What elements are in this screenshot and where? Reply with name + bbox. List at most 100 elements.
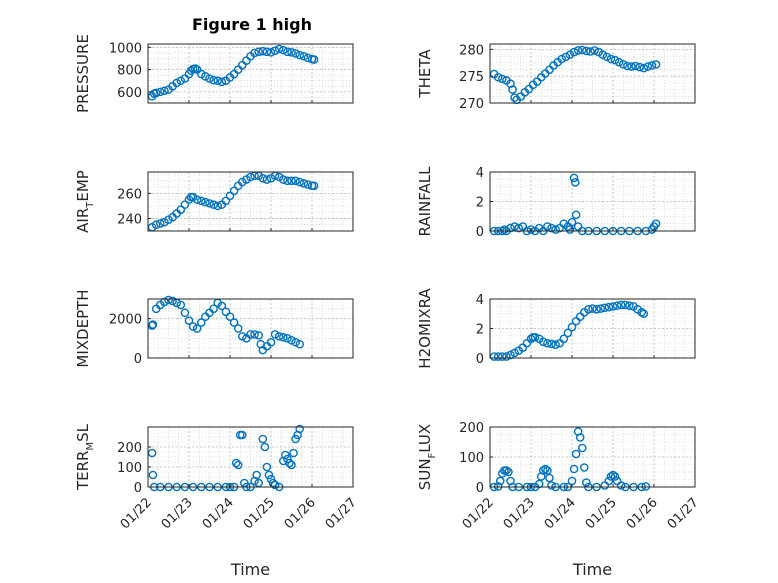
data-point	[285, 458, 294, 468]
data-point	[530, 333, 540, 342]
data-point	[561, 52, 571, 62]
data-point	[260, 442, 270, 452]
data-point	[196, 69, 206, 79]
data-point	[213, 201, 222, 211]
x-tick-label: 01/26	[624, 495, 661, 532]
data-point	[543, 338, 552, 348]
data-point	[233, 324, 243, 333]
data-point	[571, 449, 581, 459]
data-point	[278, 45, 288, 55]
y-tick-label: 0	[476, 225, 484, 240]
y-axis-label: AIRTEMP	[74, 170, 96, 233]
x-tick-label: 01/27	[665, 495, 702, 532]
data-point	[213, 76, 222, 86]
data-point	[573, 46, 583, 55]
data-point	[614, 57, 624, 67]
data-point	[582, 46, 591, 56]
subplot-3: 240 260 AIRTEMP	[74, 170, 354, 233]
data-point	[592, 305, 601, 314]
x-tick-label: 01/26	[282, 495, 319, 532]
data-point	[262, 47, 272, 57]
data-point	[283, 47, 292, 57]
data-point	[510, 348, 519, 358]
y-axis-label-main: THETA	[416, 49, 434, 99]
data-point	[616, 300, 626, 310]
data-point	[287, 460, 296, 470]
y-axis-label-main: MIXDEPTH	[74, 289, 92, 367]
data-point	[541, 464, 550, 474]
y-tick-label: 200	[459, 421, 484, 436]
data-point	[233, 460, 243, 470]
data-point	[586, 47, 595, 56]
data-point	[225, 312, 235, 322]
data-point	[180, 308, 190, 318]
data-point	[497, 352, 507, 361]
y-axis-label-tail: LUX	[416, 424, 434, 453]
y-tick-label: 2	[476, 323, 484, 338]
data-point	[254, 331, 264, 340]
data-point	[176, 300, 186, 310]
data-point	[610, 55, 620, 65]
x-tick-label: 01/27	[323, 495, 360, 532]
y-axis-label-subscript: F	[427, 452, 438, 458]
data-point	[270, 330, 280, 339]
data-point	[635, 62, 644, 72]
x-tick-label: 01/23	[159, 495, 196, 532]
data-point	[274, 44, 284, 54]
data-point	[577, 45, 587, 55]
y-tick-label: 1000	[109, 41, 142, 56]
y-tick-label: 0	[476, 481, 484, 496]
data-point	[151, 88, 161, 98]
data-point	[559, 334, 569, 344]
data-point	[229, 318, 239, 327]
data-point	[262, 175, 272, 184]
data-point	[604, 302, 614, 312]
y-tick-label: 800	[117, 64, 142, 79]
y-axis-label-main: RAINFALL	[416, 166, 434, 237]
data-point	[631, 61, 640, 71]
data-point	[600, 303, 610, 313]
data-point	[569, 47, 579, 57]
data-point	[217, 77, 227, 87]
data-point	[504, 467, 513, 477]
data-point	[252, 470, 261, 480]
data-point	[577, 443, 587, 453]
data-point	[643, 62, 653, 71]
data-point	[287, 176, 296, 186]
data-point	[266, 48, 276, 57]
data-point	[627, 62, 636, 71]
data-point	[229, 186, 239, 196]
data-point	[291, 176, 300, 186]
data-point	[557, 54, 567, 64]
y-tick-label: 100	[459, 451, 484, 466]
data-point	[575, 433, 585, 442]
data-point	[283, 334, 292, 343]
data-point	[201, 197, 210, 207]
y-tick-label: 0	[134, 352, 142, 367]
data-point	[606, 472, 616, 481]
data-point	[258, 46, 268, 56]
data-point	[221, 196, 231, 206]
data-point	[651, 219, 661, 228]
data-point	[184, 316, 194, 325]
data-point	[289, 448, 298, 458]
y-tick-label: 270	[459, 97, 484, 112]
data-point	[497, 74, 507, 84]
data-point	[283, 176, 292, 186]
data-point	[209, 304, 218, 314]
data-point	[602, 52, 612, 62]
data-point	[295, 424, 305, 434]
data-point	[543, 222, 552, 231]
data-point	[250, 330, 259, 339]
subplot-1: 600 800 1000 PRESSURE	[74, 34, 354, 113]
data-point	[502, 466, 511, 475]
data-point	[266, 337, 276, 347]
axes-frame	[147, 298, 354, 359]
data-point	[160, 86, 169, 96]
data-point	[303, 180, 313, 189]
data-point	[563, 328, 573, 338]
data-point	[164, 295, 173, 305]
data-point	[590, 46, 599, 55]
data-point	[612, 301, 622, 310]
data-point	[217, 301, 227, 311]
